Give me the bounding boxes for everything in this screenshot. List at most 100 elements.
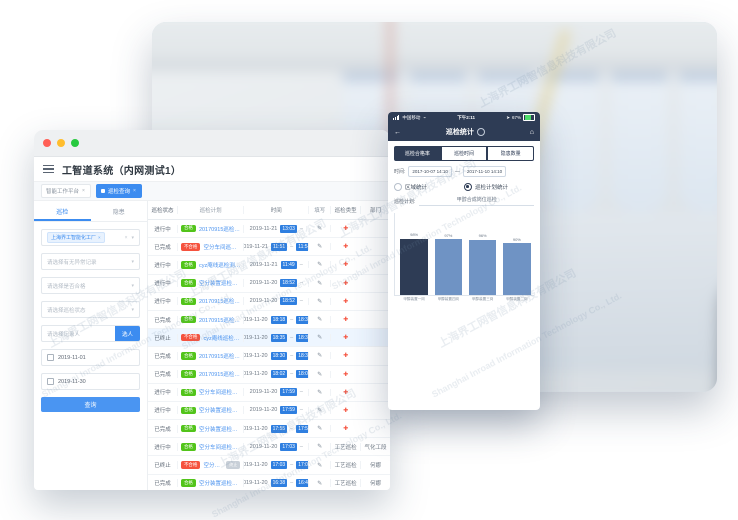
- time-start-input[interactable]: 2017-10-07 14:10: [408, 166, 452, 177]
- cell-fill[interactable]: ✎: [308, 388, 330, 396]
- chevron-down-icon[interactable]: ▾: [131, 234, 134, 241]
- close-icon[interactable]: ×: [98, 235, 101, 240]
- edit-icon[interactable]: ✎: [317, 389, 323, 396]
- chevron-down-icon[interactable]: ▾: [131, 258, 134, 265]
- plan-name[interactable]: 空分装置巡检LPF: [198, 281, 241, 288]
- minimize-icon[interactable]: [57, 139, 65, 147]
- table-row[interactable]: 已完成合格20170915巡检测试2019-11-20 18:18 – 18:3…: [148, 311, 390, 330]
- edit-icon[interactable]: ✎: [317, 462, 323, 469]
- edit-icon[interactable]: ✎: [317, 353, 323, 360]
- edit-icon[interactable]: ✎: [317, 226, 323, 233]
- plan-name[interactable]: 空分车间巡检测线: [203, 244, 240, 251]
- arrow-left-icon[interactable]: ←: [394, 128, 401, 136]
- chevron-down-icon[interactable]: ▾: [131, 306, 134, 313]
- radio-plan-stat[interactable]: 巡检计划统计: [464, 183, 534, 191]
- cell-fill[interactable]: ✎: [308, 479, 330, 487]
- table-row[interactable]: 已完成不合格空分车间巡检测线2019-11-21 11:51 – 11:54✎✚: [148, 238, 390, 257]
- plan-value-select[interactable]: 甲醇合成岗位巡检: [419, 196, 534, 206]
- inspection-table[interactable]: 巡检状态 巡检计划 时间 填写 巡检类型 部门 进行中 合格 20170915巡检测…: [148, 201, 390, 490]
- plan-name[interactable]: 20170915巡检测试: [198, 299, 240, 306]
- segment-hazard-count[interactable]: 隐患数量: [487, 146, 535, 161]
- plan-name[interactable]: 空分车间巡检测线: [198, 390, 241, 397]
- edit-icon[interactable]: ✎: [317, 426, 323, 433]
- table-row[interactable]: 进行中合格cyz庵线巡检测试计划2019-11-21 11:49 – ✎✚: [148, 256, 390, 275]
- cell-fill[interactable]: ✎: [308, 261, 330, 269]
- breadcrumb-tab-0[interactable]: 智能工作平台 ×: [41, 184, 91, 198]
- breadcrumb-tab-1[interactable]: 巡检查询 ×: [95, 184, 142, 198]
- table-row[interactable]: 进行中 合格 空分车间巡检测线 2019-11-20 17:03 – ✎ 工艺巡检 气化工…: [148, 438, 390, 457]
- table-row[interactable]: 已终止不合格空分装置巡检LPF终止2019-11-20 17:03 – 17:0…: [148, 456, 390, 475]
- hamburger-icon[interactable]: [43, 164, 54, 174]
- plan-name[interactable]: 20170915巡检测试: [198, 317, 240, 324]
- table-row[interactable]: 进行中合格20170915巡检测试2019-11-21 13:03 – ✎✚: [148, 220, 390, 239]
- radio-icon[interactable]: [394, 183, 402, 191]
- plan-name[interactable]: 20170915巡检测试: [198, 372, 240, 379]
- maximize-icon[interactable]: [71, 139, 79, 147]
- edit-icon[interactable]: ✎: [317, 262, 323, 269]
- tab-inspection[interactable]: 巡检: [34, 201, 91, 221]
- edit-icon[interactable]: ✎: [317, 335, 323, 342]
- tab-hazard[interactable]: 隐患: [112, 210, 125, 216]
- status-select[interactable]: 请选择巡检状态 ▾: [41, 301, 140, 318]
- segment-pass-rate[interactable]: 巡检合格率: [394, 146, 441, 161]
- radio-icon-selected[interactable]: [464, 183, 472, 191]
- chart-x-tick-label: 甲醇装置三岗: [471, 297, 494, 301]
- edit-icon[interactable]: ✎: [317, 480, 323, 487]
- radio-area-stat[interactable]: 区域统计: [394, 183, 464, 191]
- cell-fill[interactable]: ✎: [308, 370, 330, 378]
- plan-name[interactable]: 20170915巡检测试: [198, 226, 240, 233]
- table-row[interactable]: 进行中 合格 空分装置巡检LPF 2019-11-20 18:52 – ✎ ✚: [148, 275, 390, 293]
- cell-fill[interactable]: ✎: [308, 297, 330, 305]
- plan-name[interactable]: 空分装置巡检LPF: [198, 481, 241, 488]
- clear-icon[interactable]: ×: [124, 234, 128, 241]
- time-end-input[interactable]: 2017-11-10 14:10: [462, 166, 507, 177]
- qualified-select[interactable]: 请选择是否合格 ▾: [41, 277, 140, 294]
- edit-icon[interactable]: ✎: [317, 444, 323, 451]
- cell-fill[interactable]: ✎: [308, 225, 330, 233]
- segment-inspection-time[interactable]: 巡检时间: [440, 146, 488, 161]
- plan-name[interactable]: 空分车间巡检测线: [198, 444, 241, 451]
- home-icon[interactable]: ⌂: [529, 128, 534, 136]
- edit-icon[interactable]: ✎: [317, 317, 323, 324]
- edit-icon[interactable]: ✎: [317, 298, 323, 305]
- cell-fill[interactable]: ✎: [308, 461, 330, 469]
- plan-name[interactable]: cyz庵线巡检测试计划: [203, 335, 240, 342]
- date-start-field[interactable]: 2019-11-01: [41, 349, 140, 366]
- close-icon[interactable]: [43, 139, 51, 147]
- table-row[interactable]: 已终止不合格cyz庵线巡检测试计划2019-11-20 18:35 – 18:3…: [148, 329, 390, 348]
- abnormal-record-select[interactable]: 请选择有无异常记录 ▾: [41, 253, 140, 270]
- plan-name[interactable]: 空分装置巡检LPF: [198, 426, 241, 433]
- plan-name[interactable]: cyz庵线巡检测试计划: [198, 262, 241, 269]
- plan-name[interactable]: 空分装置巡检LPF: [203, 463, 224, 470]
- select-person-button[interactable]: 选人: [114, 326, 140, 341]
- table-row[interactable]: 进行中 合格 空分装置巡检CSY 2019-11-20 17:59 – ✎ ✚: [148, 402, 390, 421]
- cell-fill[interactable]: ✎: [308, 352, 330, 360]
- close-icon[interactable]: ×: [82, 188, 85, 194]
- chevron-down-icon[interactable]: ▾: [131, 282, 134, 289]
- date-end-field[interactable]: 2019-11-30: [41, 373, 140, 390]
- cell-fill[interactable]: ✎: [308, 316, 330, 324]
- recorder-field[interactable]: 请选择记录人 选人: [41, 325, 140, 342]
- table-row[interactable]: 已完成合格20170915巡检测试2019-11-20 18:02 – 18:0…: [148, 366, 390, 384]
- close-icon[interactable]: ×: [132, 188, 136, 194]
- info-circle-icon[interactable]: [476, 128, 485, 136]
- cell-fill[interactable]: ✎: [308, 443, 330, 451]
- cell-fill[interactable]: ✎: [308, 425, 330, 433]
- edit-icon[interactable]: ✎: [317, 280, 323, 287]
- cell-fill[interactable]: ✎: [308, 243, 330, 251]
- factory-select[interactable]: 上海界工智能化工厂 × × ▾: [41, 229, 140, 246]
- table-row[interactable]: 已完成合格空分装置巡检LPF2019-11-20 17:55 – 17:56✎✚: [148, 420, 390, 439]
- cell-fill[interactable]: ✎: [308, 334, 330, 342]
- cell-fill[interactable]: ✎: [308, 279, 330, 287]
- edit-icon[interactable]: ✎: [317, 371, 323, 378]
- plan-name[interactable]: 20170915巡检测试: [198, 353, 240, 360]
- cell-fill[interactable]: ✎: [308, 406, 330, 414]
- edit-icon[interactable]: ✎: [317, 244, 323, 251]
- plan-name[interactable]: 空分装置巡检CSY: [198, 408, 241, 415]
- table-row[interactable]: 进行中 合格 空分车间巡检测线 2019-11-20 17:59 – ✎ ✚: [148, 384, 390, 402]
- table-row[interactable]: 进行中合格20170915巡检测试2019-11-20 18:52 – ✎✚: [148, 293, 390, 311]
- edit-icon[interactable]: ✎: [317, 407, 323, 414]
- table-row[interactable]: 已完成合格空分装置巡检LPF2019-11-20 16:38 – 16:41✎工…: [148, 475, 390, 490]
- table-row[interactable]: 已完成合格20170915巡检测试2019-11-20 18:30 – 18:3…: [148, 347, 390, 366]
- query-button[interactable]: 查询: [41, 397, 140, 412]
